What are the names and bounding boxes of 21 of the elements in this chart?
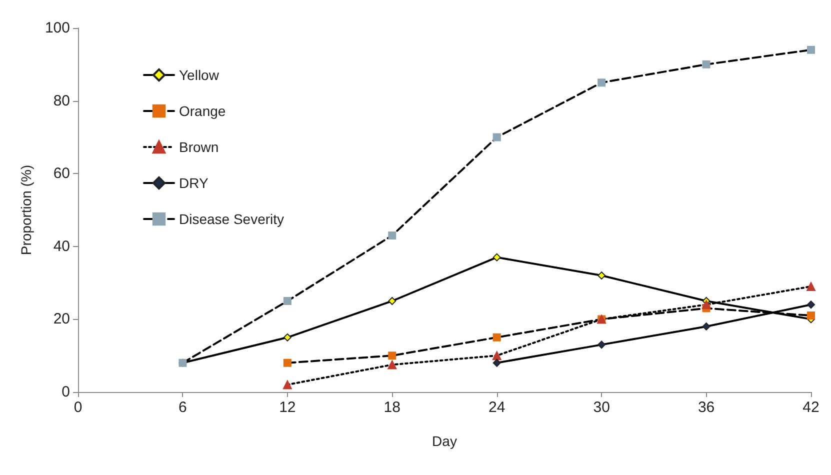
x-tick-label: 0 [74, 399, 82, 416]
x-tick-label: 24 [488, 399, 506, 416]
x-tick-label: 18 [384, 399, 400, 416]
legend-label: Orange [179, 103, 226, 119]
y-tick-label: 0 [62, 384, 70, 400]
legend-label: Yellow [179, 67, 220, 83]
x-tick-label: 36 [698, 399, 715, 416]
y-tick-label: 20 [53, 310, 70, 328]
legend-label: Brown [179, 139, 219, 155]
y-tick-label: 40 [53, 238, 70, 255]
x-axis-title: Day [432, 433, 457, 449]
x-tick-label: 6 [178, 399, 187, 416]
y-tick-label: 80 [53, 92, 70, 110]
legend-label: DRY [179, 175, 209, 191]
x-tick-label: 42 [802, 399, 820, 416]
x-tick-label: 12 [279, 399, 296, 416]
legend-label: Disease Severity [179, 211, 284, 227]
y-tick-label: 60 [53, 165, 70, 182]
y-axis-title: Proportion (%) [18, 164, 34, 256]
y-tick-label: 100 [44, 20, 70, 36]
x-tick-label: 30 [593, 399, 610, 416]
